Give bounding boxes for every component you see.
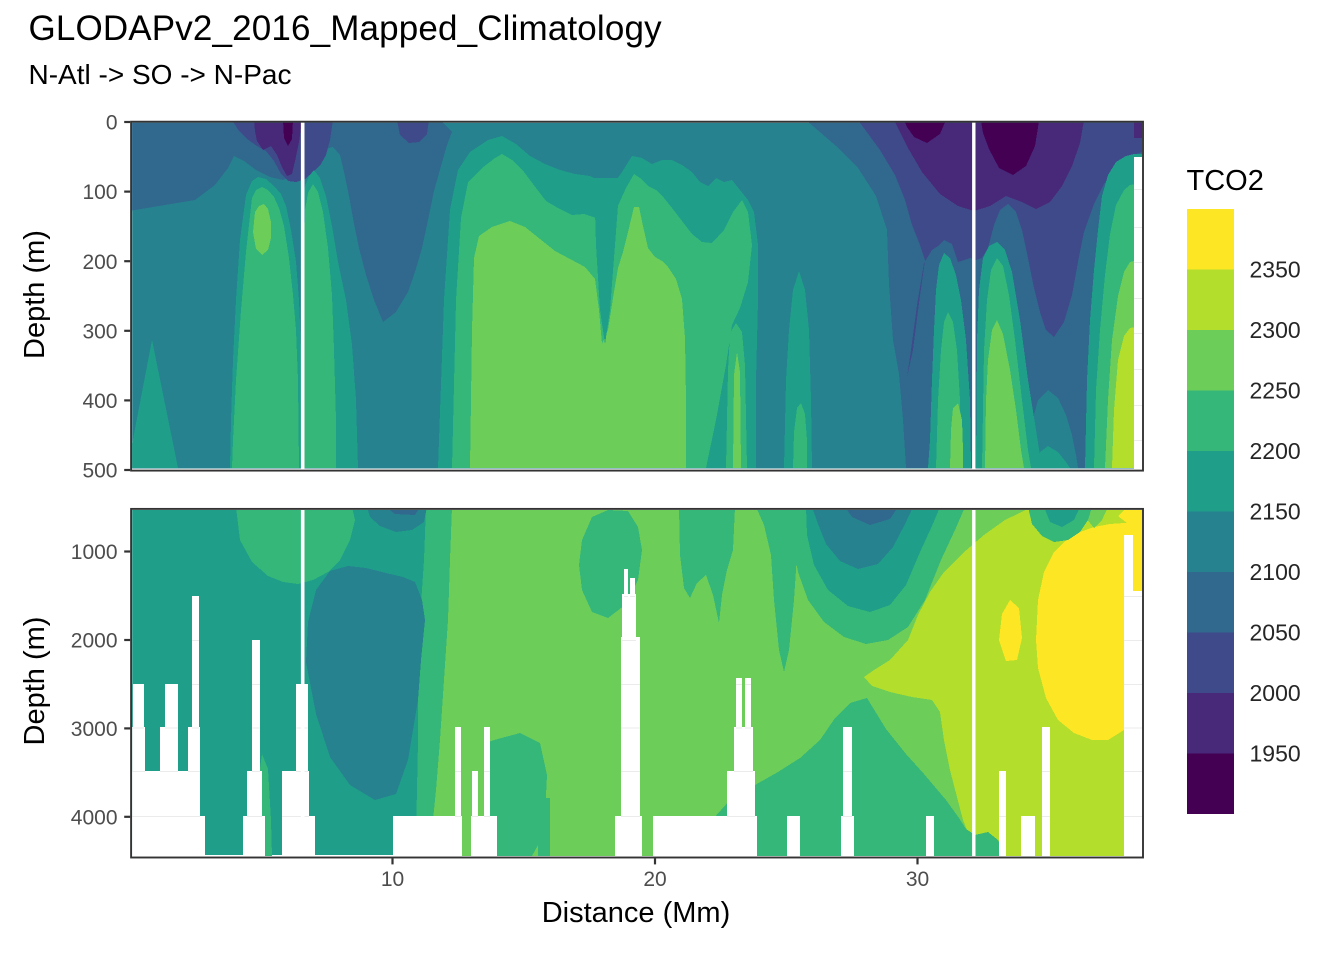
svg-text:Distance (Mm): Distance (Mm): [542, 897, 731, 929]
svg-text:200: 200: [82, 251, 117, 274]
svg-text:500: 500: [82, 460, 117, 483]
svg-text:2200: 2200: [1250, 438, 1301, 464]
svg-text:Depth (m): Depth (m): [19, 230, 51, 359]
svg-text:GLODAPv2_2016_Mapped_Climatolo: GLODAPv2_2016_Mapped_Climatology: [29, 9, 663, 48]
svg-text:30: 30: [906, 868, 929, 891]
svg-text:1950: 1950: [1250, 740, 1301, 766]
svg-text:100: 100: [82, 181, 117, 204]
svg-text:0: 0: [106, 112, 118, 135]
svg-text:4000: 4000: [71, 806, 118, 829]
svg-text:400: 400: [82, 390, 117, 413]
svg-text:2250: 2250: [1250, 377, 1301, 403]
svg-text:Depth (m): Depth (m): [19, 617, 51, 746]
svg-text:1000: 1000: [71, 541, 118, 564]
svg-text:TCO2: TCO2: [1187, 165, 1264, 197]
svg-text:2000: 2000: [1250, 680, 1301, 706]
svg-text:3000: 3000: [71, 718, 118, 741]
svg-text:300: 300: [82, 320, 117, 343]
svg-text:2050: 2050: [1250, 619, 1301, 645]
svg-text:2100: 2100: [1250, 559, 1301, 585]
svg-text:2350: 2350: [1250, 256, 1301, 282]
svg-text:20: 20: [643, 868, 666, 891]
svg-text:10: 10: [381, 868, 404, 891]
svg-text:2300: 2300: [1250, 317, 1301, 343]
svg-text:2150: 2150: [1250, 498, 1301, 524]
svg-text:N-Atl -> SO -> N-Pac: N-Atl -> SO -> N-Pac: [29, 59, 292, 90]
svg-text:2000: 2000: [71, 630, 118, 653]
